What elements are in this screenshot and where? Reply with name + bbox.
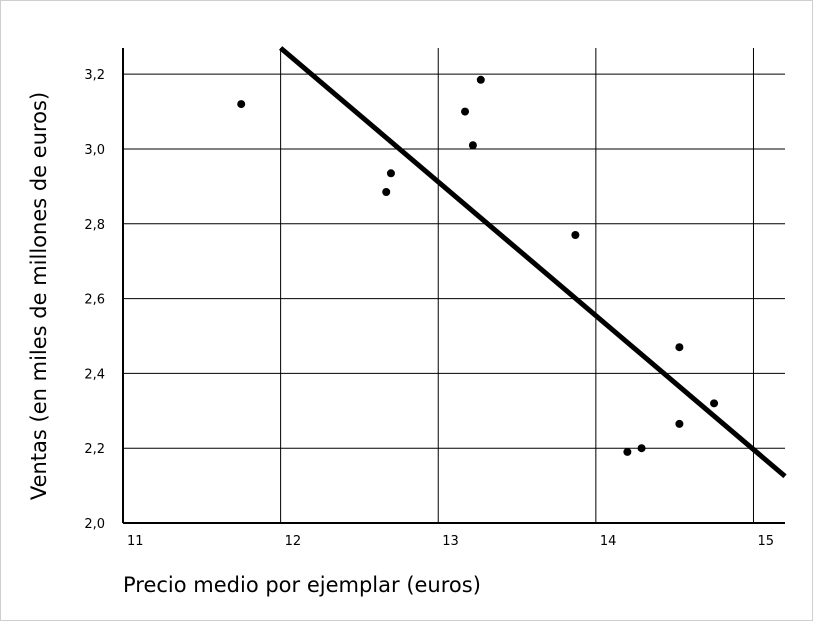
- data-points: [237, 75, 719, 456]
- x-tick-label: 13: [442, 534, 459, 549]
- x-tick-label: 11: [127, 534, 144, 549]
- y-tick-label: 3,0: [84, 143, 105, 158]
- data-point: [461, 107, 470, 116]
- x-tick-label: 14: [600, 534, 617, 549]
- y-tick-label: 2,4: [84, 367, 105, 382]
- data-point: [675, 419, 684, 428]
- data-point: [710, 399, 719, 408]
- data-point: [237, 100, 246, 109]
- grid: [123, 48, 785, 523]
- x-tick-label: 15: [757, 534, 774, 549]
- x-tick-labels: 11 12 13 14 15: [127, 534, 774, 549]
- trend-line-group: [279, 46, 787, 479]
- x-axis-title: Precio medio por ejemplar (euros): [123, 573, 481, 597]
- y-tick-label: 2,2: [84, 442, 105, 457]
- data-point: [468, 141, 477, 150]
- y-tick-label: 2,8: [84, 218, 105, 233]
- data-point: [623, 447, 632, 456]
- y-tick-labels: 2,0 2,2 2,4 2,6 2,8 3,0 3,2: [84, 68, 105, 532]
- data-point: [476, 75, 485, 84]
- y-tick-label: 2,6: [84, 293, 105, 308]
- x-tick-label: 12: [285, 534, 302, 549]
- data-point: [571, 231, 580, 240]
- axes: [122, 48, 785, 524]
- y-tick-label: 3,2: [84, 68, 105, 83]
- data-point: [386, 169, 395, 178]
- y-tick-label: 2,0: [84, 517, 105, 532]
- y-axis-title: Ventas (en miles de millones de euros): [27, 92, 51, 500]
- trend-line: [279, 46, 787, 479]
- data-point: [637, 444, 646, 453]
- data-point: [382, 187, 391, 196]
- data-point: [675, 343, 684, 352]
